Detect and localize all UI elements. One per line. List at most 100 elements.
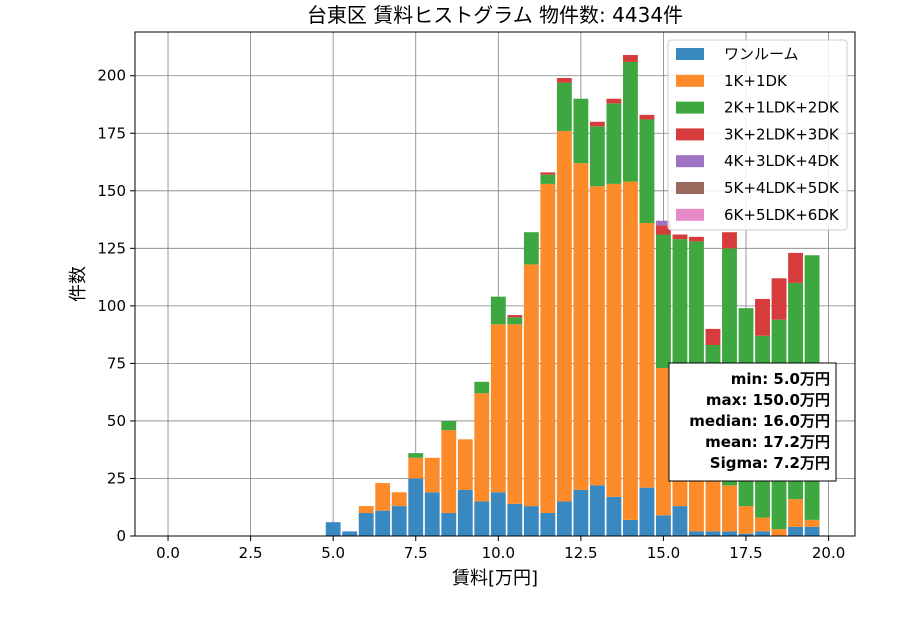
legend: ワンルーム 1K+1DK 2K+1LDK+2DK 3K+2LDK+3DK 4K+3LDK…: [667, 39, 848, 231]
stats-line: max: 150.0万円: [706, 391, 830, 409]
bar-segment: [556, 78, 572, 83]
y-tick-label: 200: [97, 67, 126, 85]
x-tick-label: 20.0: [812, 544, 845, 562]
legend-swatch: [676, 48, 704, 60]
x-axis-label: 賃料[万円]: [452, 568, 538, 589]
bar-segment: [639, 114, 655, 120]
bar-segment: [507, 315, 523, 318]
bar-segment: [656, 225, 671, 235]
bar-segment: [656, 515, 671, 536]
y-tick-label: 50: [107, 412, 126, 430]
bar-segment: [474, 501, 490, 536]
bar-segment: [507, 503, 523, 536]
bar-segment: [639, 487, 655, 536]
bar-segment: [540, 172, 556, 175]
bar-segment: [375, 510, 391, 536]
bar-segment: [490, 492, 506, 536]
bar-segment: [391, 492, 407, 507]
bar-segment: [424, 457, 440, 493]
bar-segment: [755, 298, 770, 336]
bar-segment: [722, 232, 737, 249]
bar-segment: [375, 483, 391, 511]
bar-segment: [606, 103, 622, 184]
bar-segment: [622, 55, 638, 62]
bar-segment: [507, 317, 523, 325]
bar-segment: [490, 324, 506, 493]
bar-segment: [441, 420, 457, 431]
bar-segment: [771, 278, 787, 320]
bar-segment: [540, 174, 556, 184]
stats-frame: [668, 362, 837, 482]
bar-segment: [656, 234, 671, 368]
bar-segment: [788, 252, 803, 283]
y-tick-label: 25: [107, 469, 126, 487]
bar-segment: [705, 531, 721, 536]
legend-swatch: [676, 182, 704, 194]
bar-segment: [804, 526, 820, 536]
bar-segment: [457, 439, 473, 490]
bar-segment: [408, 478, 424, 536]
bar-segment: [408, 453, 424, 458]
y-tick-label: 75: [107, 354, 126, 372]
bar-segment: [722, 531, 737, 536]
bar-segment: [507, 324, 523, 504]
bar-segment: [672, 234, 688, 240]
bar-segment: [523, 232, 539, 265]
y-axis-label: 件数: [68, 266, 89, 302]
bar-segment: [589, 126, 605, 187]
bar-segment: [622, 519, 638, 536]
legend-box: [667, 39, 848, 231]
y-tick-label: 0: [116, 527, 126, 545]
bar-segment: [474, 381, 490, 394]
bar-segment: [622, 61, 638, 182]
bar-segment: [556, 130, 572, 502]
y-tick-label: 150: [97, 182, 126, 200]
bar-segment: [325, 522, 341, 536]
ticks: 0.0 2.5 5.0 7.5 10.0 12.5 15.0 17.5 20.0 0 25 50 75 1…: [97, 67, 845, 562]
bar-segment: [656, 220, 671, 226]
bar-segment: [358, 512, 374, 536]
legend-swatch: [676, 128, 704, 141]
bar-segment: [755, 517, 770, 532]
bar-segment: [639, 223, 655, 488]
bar-segment: [755, 531, 770, 536]
legend-label: ワンルーム: [724, 45, 799, 63]
bar-segment: [672, 239, 688, 378]
bar-segment: [408, 457, 424, 479]
stats-line: min: 5.0万円: [731, 370, 830, 388]
stats-box: min: 5.0万円 max: 150.0万円 median: 16.0万円 mean…: [668, 362, 837, 482]
bar-segment: [722, 485, 737, 532]
bar-segment: [656, 368, 671, 516]
bar-segment: [441, 430, 457, 513]
bar-segment: [358, 506, 374, 513]
bar-segment: [705, 466, 721, 532]
bar-segment: [589, 186, 605, 486]
bar-segment: [523, 264, 539, 507]
chart-title: 台東区 賃料ヒストグラム 物件数: 4434件: [307, 3, 683, 27]
x-tick-label: 10.0: [482, 544, 515, 562]
bar-segment: [556, 501, 572, 536]
bar-segment: [490, 296, 506, 325]
stats-line: median: 16.0万円: [689, 412, 830, 430]
bar-segment: [391, 506, 407, 536]
bar-segment: [738, 533, 754, 536]
bar-segment: [672, 506, 688, 536]
bar-segment: [573, 489, 589, 536]
bar-segment: [788, 499, 803, 527]
bar-segment: [689, 236, 704, 242]
bar-segment: [606, 183, 622, 497]
x-tick-label: 2.5: [239, 544, 263, 562]
legend-label: 5K+4LDK+5DK: [724, 179, 840, 197]
bar-segment: [689, 531, 704, 536]
legend-swatch: [676, 74, 704, 87]
bar-segment: [457, 489, 473, 536]
bar-segment: [540, 512, 556, 536]
y-tick-label: 100: [97, 297, 126, 315]
bar-segment: [804, 519, 820, 527]
plot-frame: [134, 31, 856, 537]
bar-segment: [441, 512, 457, 536]
bar-segment: [523, 506, 539, 536]
bar-segment: [474, 393, 490, 502]
x-tick-label: 5.0: [321, 544, 345, 562]
